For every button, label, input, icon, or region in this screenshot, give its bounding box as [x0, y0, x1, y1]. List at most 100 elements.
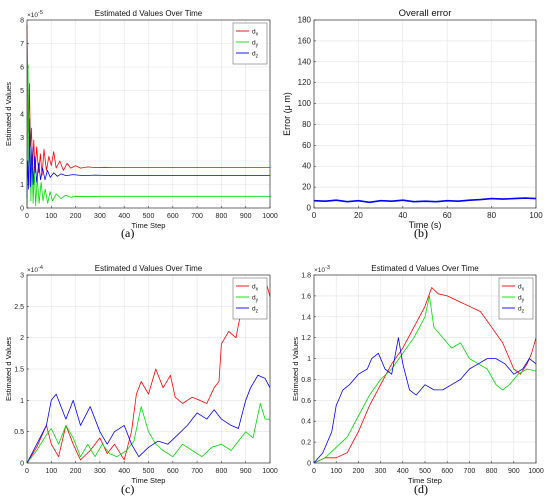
legend-entry-name: d — [252, 40, 256, 47]
legend-entry-sub: z — [256, 54, 259, 60]
exponent-base: 10 — [318, 267, 326, 274]
x-tick-label: 500 — [419, 468, 431, 475]
chart-a: 0 100 200 300 400 500 600 700 800 900 1000 0 1 2 3 4 5 6 7… — [4, 9, 278, 230]
y-exponent-label: ×10-4 — [27, 265, 43, 274]
y-tick-label: 80 — [302, 120, 311, 129]
x-tick-label: 300 — [94, 213, 106, 220]
exponent-prefix: × — [27, 12, 31, 19]
axes-frame — [26, 19, 271, 209]
exponent-prefix: × — [27, 267, 31, 274]
axes-frame — [26, 274, 271, 464]
legend-entry-name: d — [518, 306, 522, 313]
y-tick-label: 180 — [298, 16, 312, 25]
series-line-dy — [26, 64, 270, 207]
y-tick-label: 40 — [302, 162, 311, 171]
legend-entry-sub: x — [256, 32, 259, 38]
x-tick-label: 1000 — [262, 468, 278, 475]
y-exponent-label: ×10-3 — [314, 265, 330, 274]
exponent-power: -5 — [38, 10, 43, 16]
legend-entry-name: d — [518, 295, 522, 302]
x-tick-label: 80 — [487, 211, 496, 220]
y-tick-label: 2.5 — [14, 304, 24, 311]
y-tick-label: 160 — [298, 36, 312, 45]
legend-entry: dz — [252, 306, 259, 315]
legend-entry-name: d — [518, 284, 522, 291]
x-tick-label: 0 — [25, 468, 29, 475]
x-tick-label: 200 — [70, 468, 82, 475]
x-tick-label: 500 — [143, 213, 155, 220]
exponent-power: -4 — [38, 265, 43, 271]
y-tick-label: 0 — [307, 461, 311, 468]
y-tick-label: 1.2 — [301, 335, 311, 342]
y-tick-label: 1 — [20, 182, 24, 189]
y-tick-label: 0 — [307, 204, 312, 213]
x-tick-label: 0 — [312, 211, 317, 220]
exponent-base: 10 — [31, 12, 39, 19]
series-line-dy — [26, 403, 270, 464]
y-tick-label: 5 — [20, 88, 24, 95]
legend-entry-name: d — [252, 295, 256, 302]
y-tick-label: 4 — [20, 112, 24, 119]
legend-entry-name: d — [252, 306, 256, 313]
x-tick-label: 700 — [191, 213, 203, 220]
chart-title: Overall error — [399, 8, 452, 19]
chart-b: 0 20 40 60 80 100 0 20 40 60 80 100 120 140 160 180 Over… — [282, 8, 543, 230]
chart-c: 0 100 200 300 400 500 600 700 800 900 1000 0 0.5 1 1.5… — [4, 264, 278, 485]
legend-entry-name: d — [252, 51, 256, 58]
y-tick-label: 3 — [20, 273, 24, 280]
y-tick-label: 120 — [298, 78, 312, 87]
x-tick-label: 300 — [375, 468, 387, 475]
legend-box — [498, 277, 534, 320]
x-tick-label: 100 — [45, 213, 57, 220]
chart-title: Estimated d Values Over Time — [95, 264, 203, 273]
x-tick-label: 1000 — [262, 213, 278, 220]
y-tick-label: 0.2 — [301, 440, 311, 447]
x-tick-label: 100 — [45, 468, 57, 475]
legend-entry: dz — [252, 51, 259, 60]
legend-box — [232, 22, 268, 65]
series-line-dz — [26, 374, 271, 464]
caption-b: (b) — [414, 226, 428, 240]
y-axis-label: Error (μ m) — [282, 92, 292, 136]
y-tick-label: 0.6 — [301, 398, 311, 405]
y-tick-label: 2 — [20, 335, 24, 342]
y-tick-label: 100 — [298, 99, 312, 108]
x-tick-label: 200 — [353, 468, 365, 475]
y-tick-label: 0.5 — [14, 429, 24, 436]
y-tick-label: 3 — [20, 135, 24, 142]
legend-entry: dy — [518, 295, 525, 304]
x-tick-label: 100 — [330, 468, 342, 475]
legend-entry: dx — [518, 284, 525, 293]
legend-entry: dy — [252, 40, 259, 49]
legend-entry-sub: z — [256, 309, 259, 315]
x-axis-label: Time Step — [132, 476, 166, 485]
x-axis-label: Time Step — [132, 221, 166, 230]
chart-d: 0 100 200 300 400 500 600 700 800 900 1000 0 0.2 0.4 0… — [291, 264, 544, 485]
x-tick-label: 60 — [443, 211, 452, 220]
y-axis-label: Estimated d Values — [291, 337, 300, 401]
x-tick-label: 0 — [312, 468, 316, 475]
exponent-base: 10 — [31, 267, 39, 274]
plot-area — [314, 20, 536, 208]
y-tick-label: 0 — [20, 461, 24, 468]
x-tick-label: 600 — [167, 468, 179, 475]
x-tick-label: 800 — [486, 468, 498, 475]
y-tick-label: 1.6 — [301, 293, 311, 300]
caption-c: (c) — [121, 482, 135, 496]
x-tick-label: 40 — [398, 211, 407, 220]
legend-entry-sub: y — [256, 298, 259, 304]
x-axis-label: Time Step — [408, 476, 442, 485]
exponent-power: -3 — [325, 265, 330, 271]
legend-entry-name: d — [252, 29, 256, 36]
y-tick-label: 60 — [302, 141, 311, 150]
legend: dx dy dz — [498, 277, 534, 320]
y-tick-label: 8 — [20, 18, 24, 25]
legend-entry: dz — [518, 306, 525, 315]
x-tick-label: 100 — [529, 211, 543, 220]
y-axis-label: Estimated d Values — [4, 337, 13, 401]
y-tick-label: 2 — [20, 159, 24, 166]
x-tick-label: 600 — [167, 213, 179, 220]
legend-entry-sub: y — [256, 43, 259, 49]
